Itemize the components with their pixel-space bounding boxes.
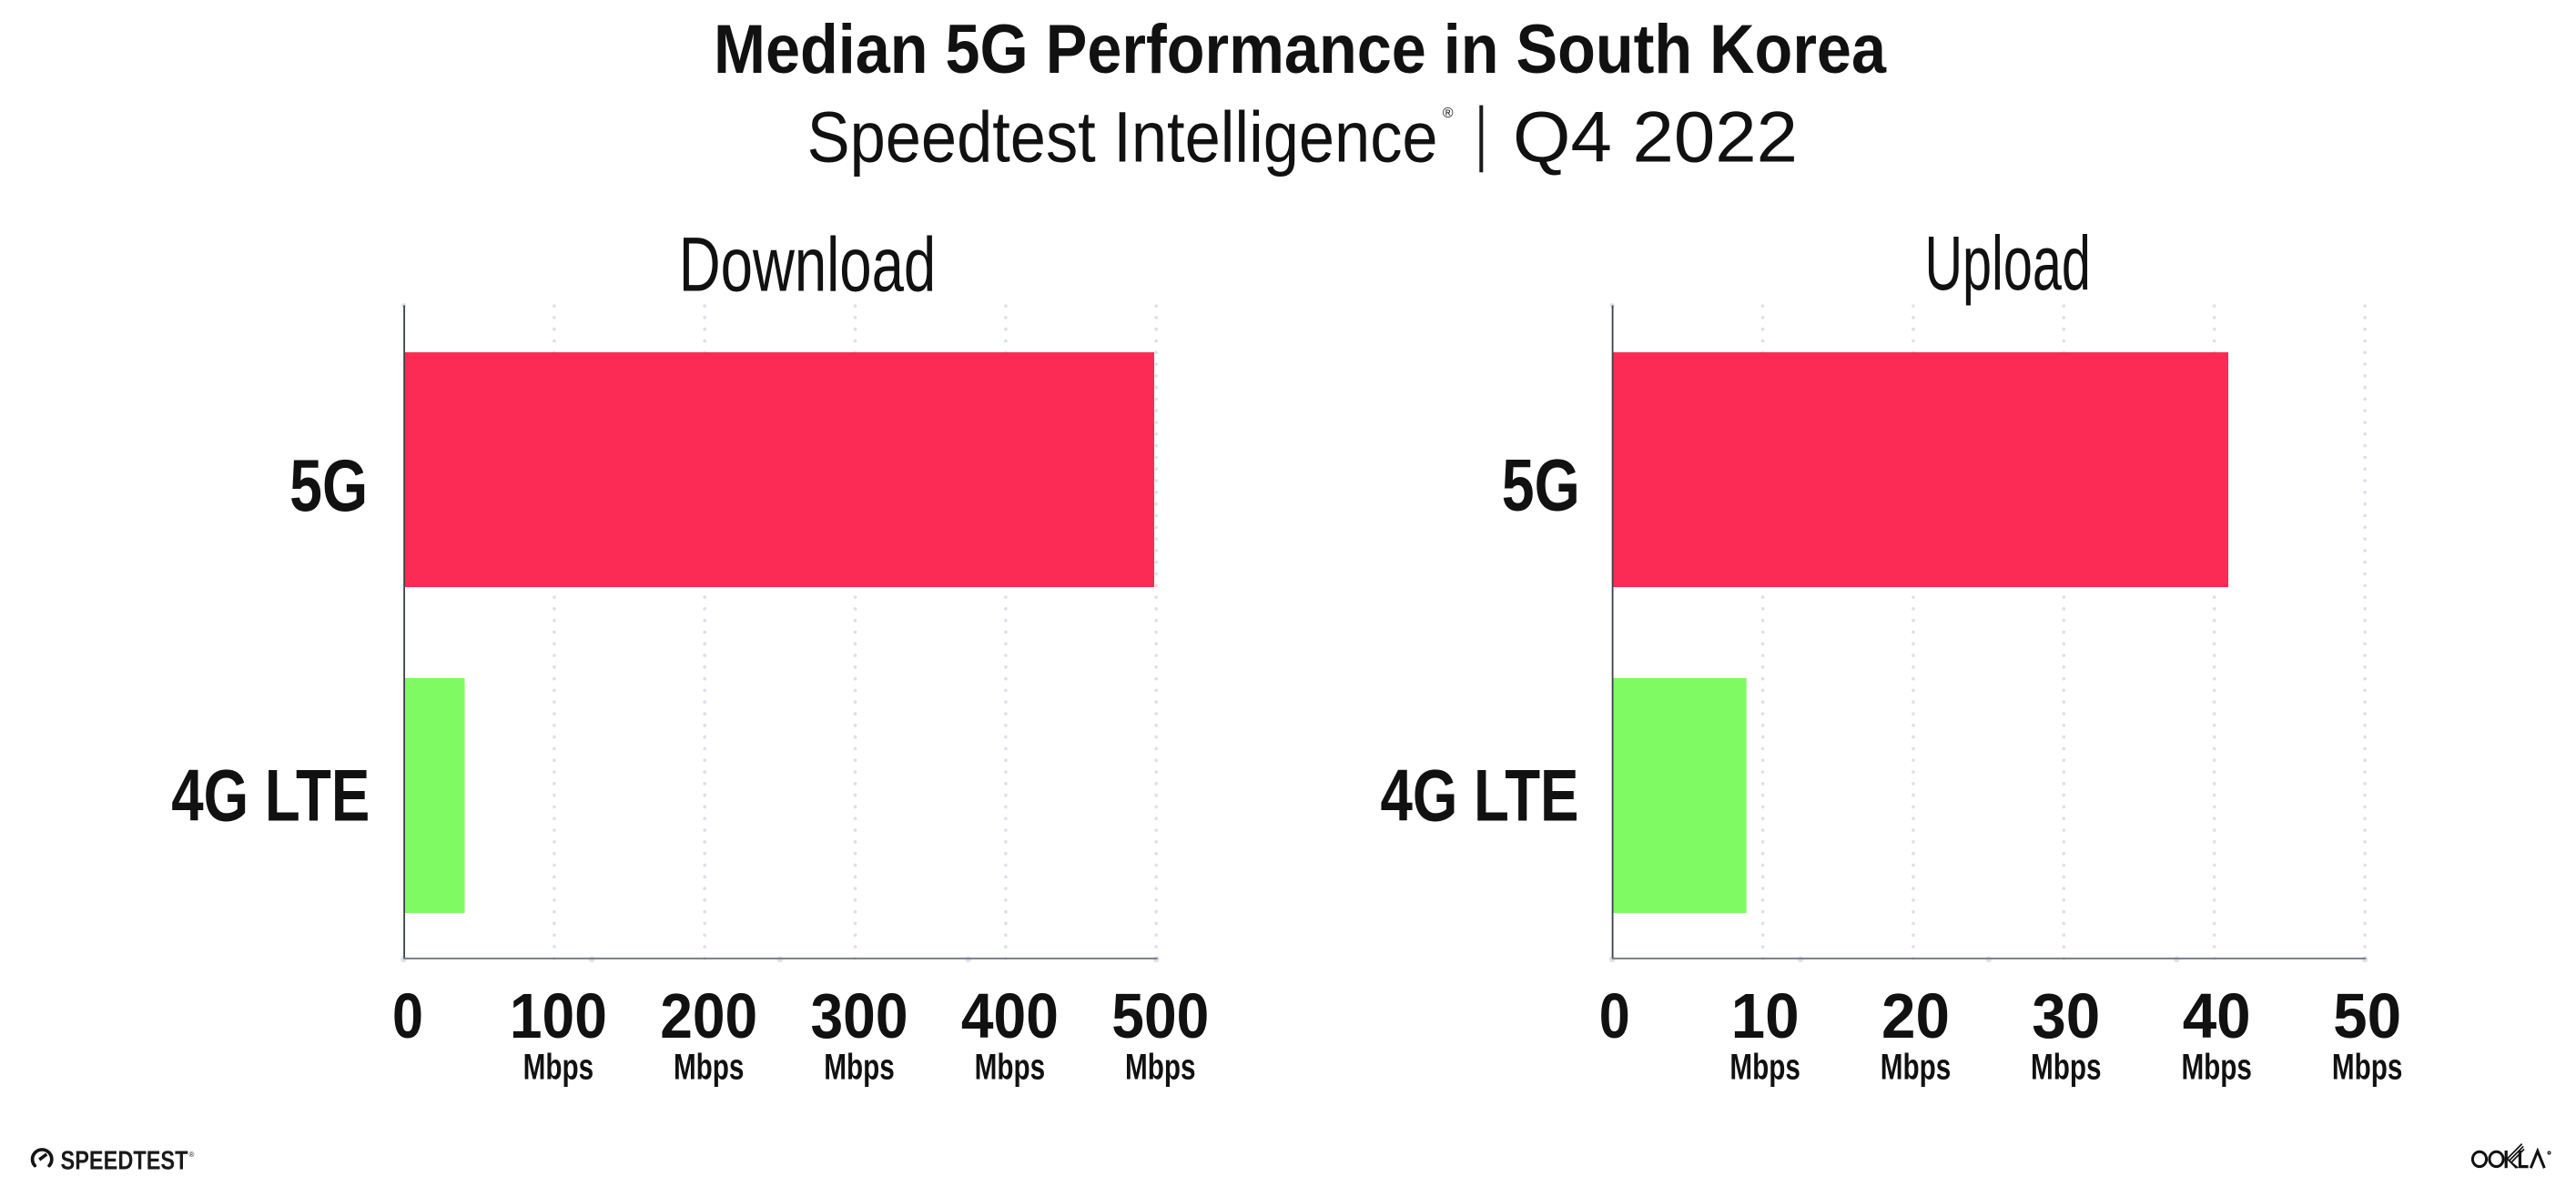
svg-text:Mbps: Mbps bbox=[2031, 1048, 2102, 1088]
svg-text:Mbps: Mbps bbox=[523, 1048, 594, 1088]
svg-text:5G: 5G bbox=[1502, 445, 1580, 527]
svg-text:20: 20 bbox=[1881, 980, 1950, 1051]
svg-text:Mbps: Mbps bbox=[674, 1048, 745, 1088]
svg-text:4G LTE: 4G LTE bbox=[1381, 756, 1579, 837]
svg-text:50: 50 bbox=[2333, 980, 2401, 1051]
svg-text:Mbps: Mbps bbox=[1729, 1048, 1800, 1088]
svg-text:Speedtest Intelligence: Speedtest Intelligence bbox=[807, 96, 1438, 178]
svg-text:200: 200 bbox=[660, 980, 757, 1051]
svg-text:SPEEDTEST: SPEEDTEST bbox=[61, 1147, 188, 1176]
svg-text:Mbps: Mbps bbox=[2332, 1048, 2403, 1088]
svg-text:300: 300 bbox=[811, 980, 908, 1051]
svg-text:5G: 5G bbox=[289, 445, 368, 527]
svg-text:Mbps: Mbps bbox=[1881, 1048, 1952, 1088]
svg-text:30: 30 bbox=[2032, 980, 2100, 1051]
svg-text:0: 0 bbox=[1599, 980, 1630, 1051]
svg-text:Median 5G Performance in South: Median 5G Performance in South Korea bbox=[714, 11, 1887, 88]
svg-text:®: ® bbox=[189, 1151, 195, 1159]
svg-text:Q4 2022: Q4 2022 bbox=[1513, 96, 1798, 178]
svg-text:®: ® bbox=[1443, 106, 1454, 121]
svg-text:40: 40 bbox=[2183, 980, 2251, 1051]
svg-text:Mbps: Mbps bbox=[1125, 1048, 1196, 1088]
svg-text:4G LTE: 4G LTE bbox=[171, 756, 370, 837]
svg-text:Mbps: Mbps bbox=[824, 1048, 895, 1088]
svg-text:0: 0 bbox=[392, 980, 423, 1051]
svg-text:10: 10 bbox=[1731, 980, 1800, 1051]
svg-text:100: 100 bbox=[510, 980, 607, 1051]
svg-text:Mbps: Mbps bbox=[975, 1048, 1046, 1088]
svg-text:Mbps: Mbps bbox=[2181, 1048, 2252, 1088]
svg-text:Download: Download bbox=[679, 222, 937, 308]
svg-text:400: 400 bbox=[961, 980, 1059, 1051]
svg-text:Upload: Upload bbox=[1924, 220, 2091, 306]
svg-text:500: 500 bbox=[1111, 980, 1209, 1051]
